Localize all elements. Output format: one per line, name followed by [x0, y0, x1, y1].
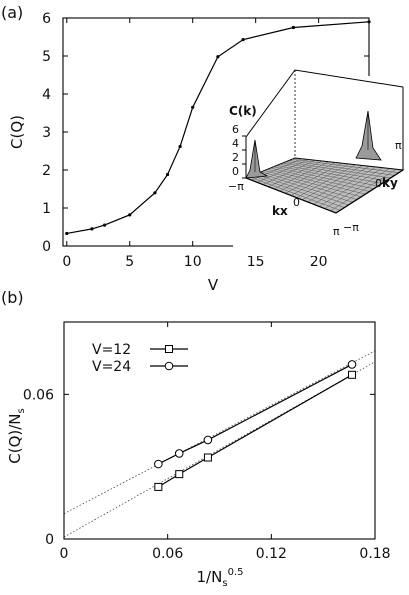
panel-b-ylabel: C(Q)/Ns [6, 408, 27, 463]
inset-peak-left [245, 139, 269, 179]
panel-b-xlabel-sup: 0.5 [228, 567, 244, 578]
surface-grid-line [296, 164, 356, 198]
x-tick-label: 10 [184, 254, 202, 270]
panel-b-frame [63, 321, 376, 540]
series-line-1 [158, 363, 353, 465]
x-tick-label: 0 [62, 254, 71, 270]
inset-kx-tick-label: −π [228, 180, 244, 193]
panel-a-ylabel: C(Q) [8, 115, 26, 149]
surface-grid-line [282, 162, 387, 181]
x-tick-label: 0.06 [152, 546, 183, 562]
surface-grid-line [313, 166, 377, 205]
panel-b-xlabel-sub: s [222, 578, 227, 589]
y-tick-label: 0.06 [23, 387, 54, 403]
x-tick-label: 20 [310, 254, 328, 270]
data-point-square [175, 470, 184, 479]
panel-b-ticks: 0 0.06 0.12 0.18 0 0.06 [23, 322, 391, 562]
panel-b-ylabel-text: C(Q)/N [6, 413, 24, 463]
data-point-square [203, 453, 212, 462]
inset-surface-grid [248, 158, 399, 212]
surface-grid-line [330, 169, 397, 212]
inset-z-tick-label: 4 [232, 137, 239, 150]
panel-a-inset: C(k) 6 4 2 0 −π 0 π −π 0 π kx ky [228, 69, 405, 256]
inset-front-edges [245, 169, 404, 214]
y-tick-label: 2 [42, 163, 51, 179]
panel-a-curve [65, 20, 371, 236]
y-tick-label: 6 [42, 11, 51, 27]
panel-a-xlabel: V [208, 276, 219, 294]
data-point-circle [347, 360, 357, 369]
data-point [291, 25, 296, 30]
surface-grid-line [279, 164, 383, 184]
panel-a-label: (a) [1, 3, 23, 22]
panel-b-series-markers [154, 360, 357, 491]
inset-z-label: C(k) [229, 104, 257, 118]
fit-line-1 [63, 350, 376, 515]
surface-grid-line [276, 165, 378, 187]
data-point-square [154, 482, 163, 491]
x-tick-label: 5 [125, 254, 134, 270]
surface-grid-line [288, 160, 395, 176]
surface-grid-line [302, 165, 363, 201]
inset-z-tick-label: 0 [232, 165, 239, 178]
data-point [178, 144, 182, 149]
surface-grid-line [273, 166, 374, 190]
y-tick-label: 3 [42, 125, 51, 141]
legend-marker [165, 345, 173, 353]
data-point [90, 227, 94, 231]
data-point [216, 55, 220, 59]
y-tick-label: 0 [42, 239, 51, 255]
panel-b-label: (b) [1, 288, 24, 307]
x-tick-label: 0.18 [359, 546, 390, 562]
data-point-circle [154, 459, 163, 469]
series-line [66, 21, 370, 235]
y-tick-label: 1 [42, 201, 51, 217]
data-point [102, 223, 107, 227]
legend-label: V=24 [92, 359, 131, 375]
series-line-0 [158, 374, 353, 488]
surface-grid-line [270, 167, 370, 192]
y-tick-label: 4 [42, 87, 51, 103]
inset-ky-tick-label: π [395, 139, 402, 152]
data-point-circle [174, 449, 184, 458]
inset-ky-label: ky [382, 176, 398, 190]
y-tick-label: 5 [42, 49, 51, 65]
legend-marker [164, 361, 174, 371]
inset-kx-label: kx [272, 204, 288, 218]
inset-peak-right [355, 110, 382, 161]
panel-b-legend: V=12V=24 [92, 342, 188, 375]
data-point [128, 213, 132, 217]
data-point [153, 191, 157, 195]
y-tick-label: 0 [45, 532, 54, 548]
inset-ky-tick-label: −π [343, 221, 359, 234]
inset-z-tick-label: 2 [232, 151, 239, 164]
surface-grid-line [324, 168, 390, 209]
data-point [191, 105, 195, 109]
panel-b-fit-lines [63, 350, 376, 538]
data-point [165, 172, 170, 177]
surface-grid-line [291, 159, 399, 173]
x-tick-label: 0.12 [256, 546, 287, 562]
panel-b-xlabel: 1/Ns0.5 [197, 567, 244, 589]
surface-grid-line [285, 161, 391, 179]
data-point-circle [203, 435, 213, 445]
surface-grid-line [307, 166, 370, 203]
data-point-square [348, 370, 357, 379]
inset-kx-tick-label: π [333, 225, 340, 238]
panel-b-ylabel-sub: s [16, 408, 27, 413]
legend-label: V=12 [92, 342, 131, 358]
x-tick-label: 0 [60, 546, 69, 562]
data-point [65, 231, 69, 236]
inset-ky-tick-label: 0 [375, 177, 382, 190]
inset-z-tick-label: 6 [232, 123, 239, 136]
x-tick-label: 15 [247, 254, 265, 270]
inset-kx-tick-label: 0 [293, 196, 300, 209]
panel-b-xlabel-text: 1/N [197, 568, 223, 586]
data-point [241, 38, 245, 42]
panel-b-series-lines [158, 363, 353, 488]
surface-grid-line [318, 167, 383, 207]
